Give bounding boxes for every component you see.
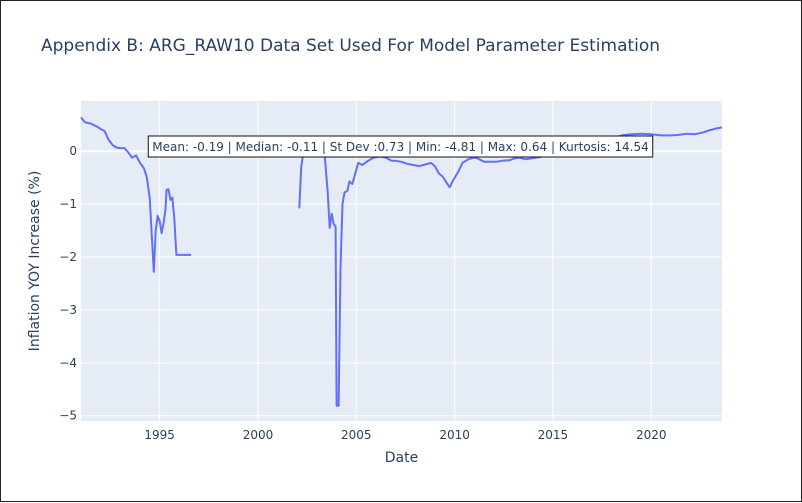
x-tick-label: 2005 [341, 428, 372, 442]
x-tick-label: 2000 [243, 428, 274, 442]
y-tick-label: −3 [59, 303, 77, 317]
y-axis-ticks: 0 −1 −2 −3 −4 −5 [59, 144, 77, 422]
chart-title: Appendix B: ARG_RAW10 Data Set Used For … [41, 36, 661, 56]
series-segment [80, 116, 192, 273]
x-axis-ticks: 1995 2000 2005 2010 2015 2020 [144, 428, 666, 442]
x-axis-title: Date [385, 450, 418, 466]
annotation-text: Mean: -0.19 | Median: -0.11 | St Dev :0.… [152, 140, 648, 154]
x-tick-label: 2010 [439, 428, 470, 442]
y-tick-label: −1 [59, 197, 77, 211]
y-tick-label: −2 [59, 250, 77, 264]
stats-annotation: Mean: -0.19 | Median: -0.11 | St Dev :0.… [147, 135, 654, 158]
x-tick-label: 1995 [144, 428, 175, 442]
x-tick-label: 2015 [538, 428, 569, 442]
x-tick-label: 2020 [636, 428, 667, 442]
y-tick-label: −4 [59, 356, 77, 370]
annotation-box [147, 135, 654, 158]
y-tick-label: −5 [59, 409, 77, 423]
y-axis-title: Inflation YOY Increase (%) [27, 171, 43, 352]
y-tick-label: 0 [69, 144, 77, 158]
